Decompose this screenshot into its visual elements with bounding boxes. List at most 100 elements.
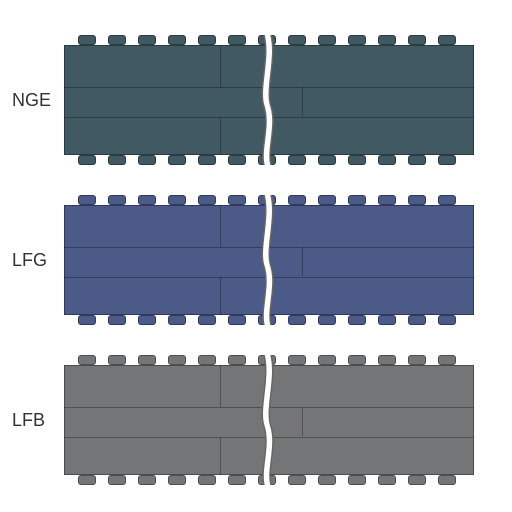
belt-row-nge: NGE xyxy=(12,35,500,165)
tooth xyxy=(348,35,366,45)
belt-body xyxy=(64,205,474,315)
tooth xyxy=(168,475,186,485)
belt-label: LFG xyxy=(12,250,64,271)
belt-vseg xyxy=(302,247,303,277)
tooth xyxy=(78,195,96,205)
tooth xyxy=(198,475,216,485)
tooth xyxy=(288,195,306,205)
tooth xyxy=(438,155,456,165)
tooth xyxy=(228,315,246,325)
belt-vseg xyxy=(220,365,221,407)
tooth xyxy=(378,355,396,365)
tooth xyxy=(108,155,126,165)
tooth xyxy=(318,155,336,165)
tooth xyxy=(438,35,456,45)
belt-vseg xyxy=(220,205,221,247)
tooth-row-bottom xyxy=(64,155,474,165)
tooth xyxy=(258,315,276,325)
tooth xyxy=(138,475,156,485)
tooth xyxy=(408,475,426,485)
belt-row-lfg: LFG xyxy=(12,195,500,325)
tooth xyxy=(318,355,336,365)
belt-body xyxy=(64,365,474,475)
tooth xyxy=(318,195,336,205)
tooth-row-bottom xyxy=(64,315,474,325)
tooth xyxy=(78,315,96,325)
tooth xyxy=(408,355,426,365)
belt-label: LFB xyxy=(12,410,64,431)
belt-label: NGE xyxy=(12,90,64,111)
belt-hline xyxy=(64,247,474,248)
tooth xyxy=(378,475,396,485)
belt-hline xyxy=(64,407,474,408)
belt-row-lfb: LFB xyxy=(12,355,500,485)
tooth xyxy=(318,35,336,45)
tooth xyxy=(348,155,366,165)
tooth xyxy=(258,155,276,165)
tooth xyxy=(258,355,276,365)
tooth xyxy=(228,355,246,365)
tooth xyxy=(78,355,96,365)
tooth xyxy=(378,155,396,165)
tooth xyxy=(198,155,216,165)
tooth xyxy=(288,315,306,325)
tooth xyxy=(378,195,396,205)
tooth xyxy=(228,475,246,485)
tooth xyxy=(138,355,156,365)
tooth xyxy=(318,315,336,325)
tooth xyxy=(258,35,276,45)
tooth xyxy=(348,315,366,325)
belt-graphic-nge xyxy=(64,35,474,165)
tooth xyxy=(288,155,306,165)
tooth xyxy=(378,35,396,45)
belt-hline xyxy=(64,87,474,88)
tooth xyxy=(258,475,276,485)
tooth xyxy=(108,475,126,485)
tooth xyxy=(138,195,156,205)
belt-hline xyxy=(64,117,474,118)
tooth-row-top xyxy=(64,195,474,205)
belt-body xyxy=(64,45,474,155)
tooth xyxy=(438,355,456,365)
tooth xyxy=(258,195,276,205)
tooth xyxy=(348,355,366,365)
tooth xyxy=(228,35,246,45)
tooth xyxy=(138,155,156,165)
tooth xyxy=(438,315,456,325)
tooth xyxy=(168,35,186,45)
belt-vseg xyxy=(302,407,303,437)
belt-vseg xyxy=(220,277,221,316)
tooth xyxy=(168,355,186,365)
tooth xyxy=(288,35,306,45)
tooth xyxy=(78,475,96,485)
belt-graphic-lfb xyxy=(64,355,474,485)
belt-hline xyxy=(64,277,474,278)
belt-vseg xyxy=(220,45,221,87)
tooth xyxy=(378,315,396,325)
belt-vseg xyxy=(302,87,303,117)
belt-vseg xyxy=(220,117,221,156)
tooth xyxy=(288,355,306,365)
tooth xyxy=(198,35,216,45)
belt-graphic-lfg xyxy=(64,195,474,325)
tooth xyxy=(78,35,96,45)
tooth xyxy=(138,315,156,325)
tooth-row-top xyxy=(64,355,474,365)
tooth xyxy=(318,475,336,485)
tooth-row-bottom xyxy=(64,475,474,485)
tooth-row-top xyxy=(64,35,474,45)
tooth xyxy=(408,195,426,205)
tooth xyxy=(198,315,216,325)
tooth xyxy=(228,155,246,165)
belt-vseg xyxy=(220,437,221,476)
tooth xyxy=(108,35,126,45)
tooth xyxy=(408,35,426,45)
tooth xyxy=(408,155,426,165)
tooth xyxy=(348,475,366,485)
tooth xyxy=(168,195,186,205)
tooth xyxy=(108,355,126,365)
tooth xyxy=(288,475,306,485)
tooth xyxy=(228,195,246,205)
tooth xyxy=(108,195,126,205)
tooth xyxy=(198,195,216,205)
